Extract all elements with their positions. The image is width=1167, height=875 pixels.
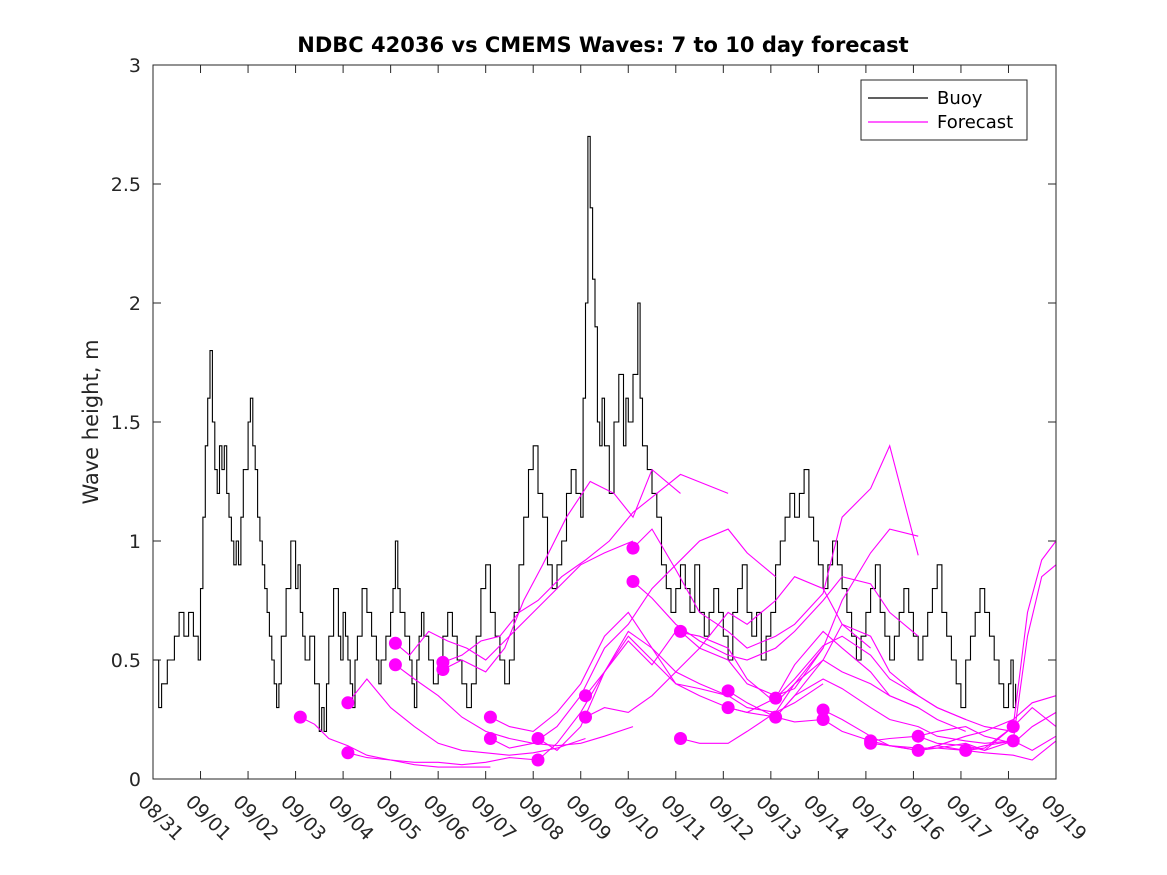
forecast-marker xyxy=(436,663,450,676)
forecast-line-26 xyxy=(918,711,1057,744)
x-tick-label: 09/16 xyxy=(894,791,948,845)
x-tick-label: 09/11 xyxy=(656,791,710,845)
x-tick-label: 09/13 xyxy=(751,791,805,845)
forecast-marker xyxy=(483,732,497,745)
forecast-marker xyxy=(911,729,925,743)
forecast-marker xyxy=(579,689,592,703)
forecast-marker xyxy=(1006,720,1020,734)
forecast-marker xyxy=(388,636,402,650)
forecast-line-3 xyxy=(347,678,586,756)
forecast-line-9 xyxy=(490,528,776,749)
x-tick-label: 09/03 xyxy=(276,791,330,845)
forecast-marker xyxy=(531,732,545,745)
plot-area xyxy=(152,64,1057,780)
forecast-marker xyxy=(1006,734,1020,748)
x-tick-label: 09/12 xyxy=(704,791,758,845)
x-tick-label: 09/05 xyxy=(371,791,425,845)
buoy-series xyxy=(153,135,1017,732)
forecast-marker xyxy=(959,743,973,757)
plot-frame xyxy=(152,64,1057,780)
legend-buoy-label: Buoy xyxy=(937,88,983,109)
x-tick-label: 09/01 xyxy=(181,791,235,845)
x-tick-label: 09/04 xyxy=(324,791,378,845)
forecast-line-13 xyxy=(585,576,871,718)
legend-box xyxy=(860,79,1028,141)
forecast-line-25 xyxy=(870,540,1057,752)
x-tick-label: 08/31 xyxy=(133,791,187,845)
forecast-line-5 xyxy=(395,540,634,661)
x-tick-label: 09/10 xyxy=(609,791,663,845)
forecast-marker xyxy=(721,701,735,715)
forecast-line-4 xyxy=(395,664,634,747)
forecast-marker xyxy=(816,713,830,726)
y-tick-label: 0.5 xyxy=(111,650,141,672)
forecast-line-16 xyxy=(680,528,919,697)
forecast-marker xyxy=(674,624,687,638)
forecast-marker xyxy=(293,710,307,724)
x-tick-label: 09/17 xyxy=(941,791,995,845)
forecast-marker xyxy=(388,658,402,672)
y-tick-label: 2.5 xyxy=(111,174,141,196)
forecast-marker xyxy=(816,703,830,717)
forecast-series-group xyxy=(300,444,1057,768)
chart-title: NDBC 42036 vs CMEMS Waves: 7 to 10 day f… xyxy=(297,33,908,57)
forecast-marker xyxy=(531,753,545,767)
x-tick-label: 09/14 xyxy=(799,791,853,845)
forecast-marker xyxy=(626,541,640,555)
forecast-marker xyxy=(626,575,640,588)
forecast-line-2 xyxy=(347,752,539,766)
x-tick-label: 09/07 xyxy=(466,791,520,845)
forecast-line-21 xyxy=(775,678,1014,744)
forecast-line-17 xyxy=(680,659,919,744)
forecast-line-14 xyxy=(632,444,919,649)
y-tick-label: 1 xyxy=(129,531,141,553)
forecast-marker xyxy=(864,736,878,750)
forecast-line-1 xyxy=(300,716,491,768)
y-tick-label: 2 xyxy=(129,293,141,315)
x-tick-label: 09/19 xyxy=(1036,791,1090,845)
x-tick-label: 09/08 xyxy=(514,791,568,845)
forecast-marker xyxy=(341,746,355,760)
forecast-markers xyxy=(293,541,1020,767)
x-tick-label: 09/15 xyxy=(846,791,900,845)
forecast-marker xyxy=(341,696,355,710)
forecast-line-7 xyxy=(442,473,729,663)
forecast-marker xyxy=(769,691,783,705)
buoy-line xyxy=(153,135,1017,732)
forecast-marker xyxy=(769,710,783,724)
y-axis-label: Wave height, m xyxy=(79,339,103,504)
x-tick-label: 09/18 xyxy=(989,791,1043,845)
y-tick-label: 3 xyxy=(129,55,141,77)
forecast-line-8 xyxy=(490,611,729,732)
x-tick-label: 09/06 xyxy=(419,791,473,845)
x-tick-label: 09/02 xyxy=(229,791,283,845)
forecast-line-27 xyxy=(918,706,1057,751)
forecast-marker xyxy=(721,684,735,698)
x-tick-label: 09/09 xyxy=(561,791,615,845)
forecast-line-20 xyxy=(775,635,1014,732)
legend-forecast-label: Forecast xyxy=(937,112,1013,133)
forecast-line-19 xyxy=(727,630,966,732)
forecast-marker xyxy=(483,710,497,724)
y-tick-labels: 0 0.5 1 1.5 2 2.5 3 xyxy=(111,55,141,791)
x-tick-labels: 08/3109/0109/0209/0309/0409/0509/0609/07… xyxy=(133,791,1090,845)
forecast-marker xyxy=(911,743,925,757)
forecast-marker xyxy=(674,732,687,745)
forecast-marker xyxy=(579,710,592,724)
legend: Buoy Forecast xyxy=(860,79,1028,141)
y-tick-label: 1.5 xyxy=(111,412,141,434)
forecast-line-15 xyxy=(632,576,919,661)
y-tick-label: 0 xyxy=(129,769,141,791)
